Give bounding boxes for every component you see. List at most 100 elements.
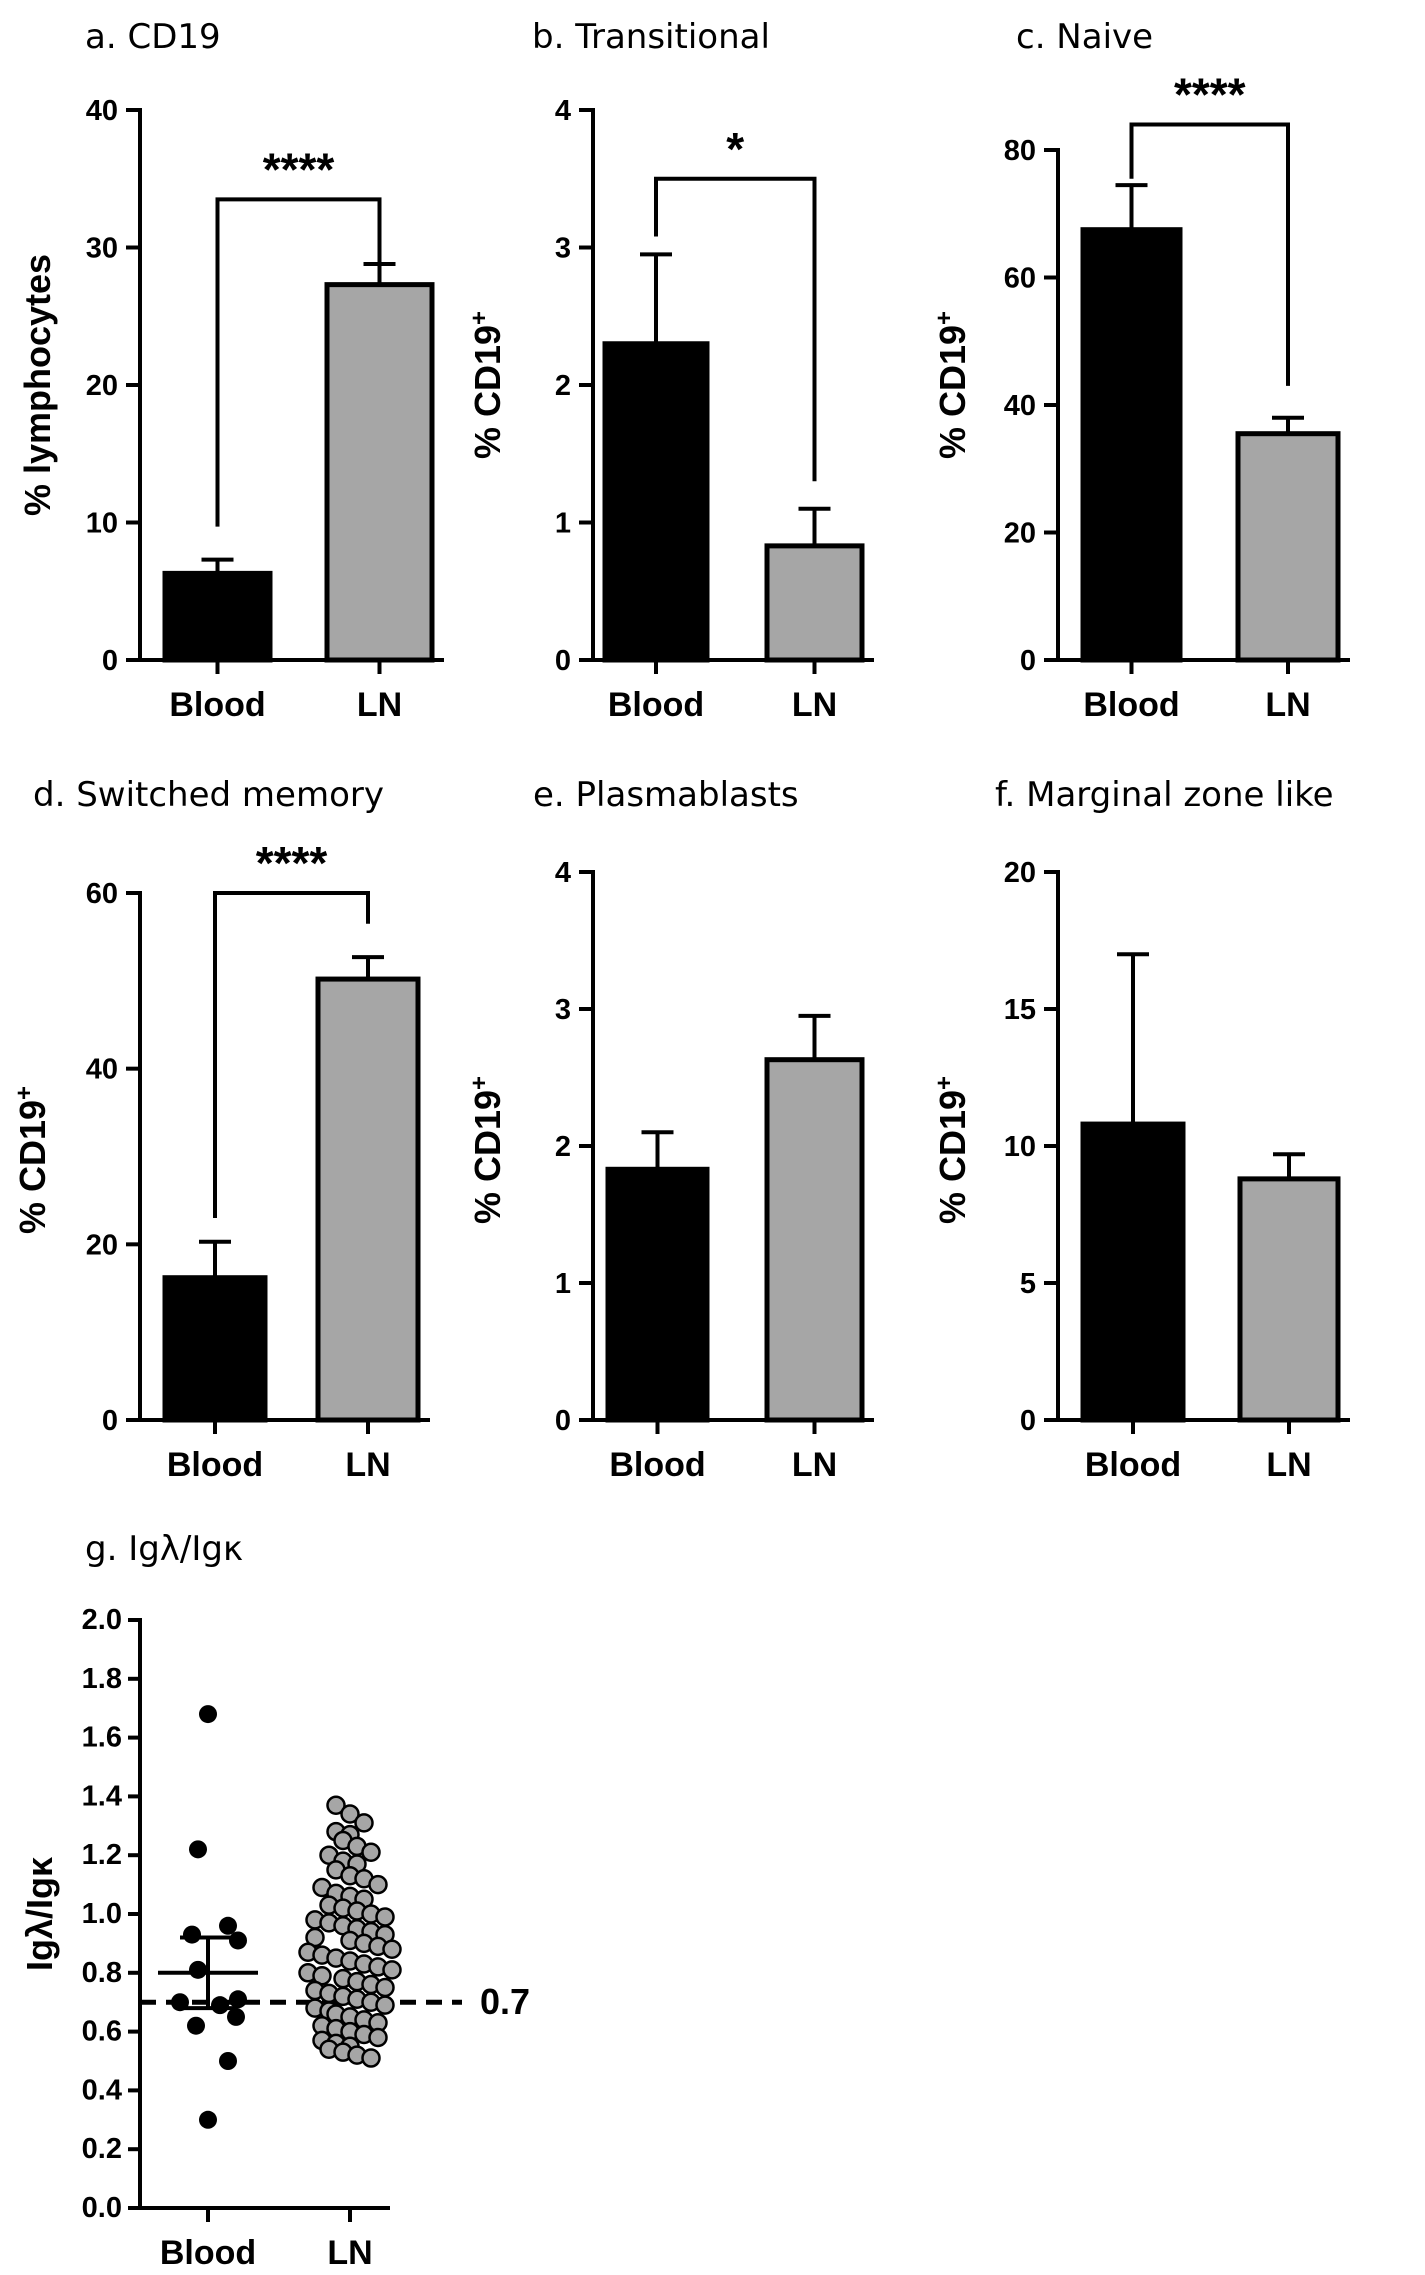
- chart-g-point-blood: [189, 1840, 207, 1859]
- chart-a: a. CD19 0 10 20 30 40 Blood LN **** % lymphocytes: [17, 17, 444, 724]
- chart-g-point-ln: [375, 1995, 395, 2015]
- chart-g-point-blood: [189, 1960, 207, 1979]
- chart-f-ytick-label: 0: [1020, 1405, 1036, 1437]
- chart-f-title: f. Marginal zone like: [995, 775, 1334, 815]
- chart-c-title: c. Naive: [1016, 17, 1153, 57]
- chart-d: d. Switched memory 0 20 40 60 Blood LN **** % CD…: [11, 775, 430, 1484]
- chart-a-ytick-label: 30: [86, 233, 118, 265]
- chart-c-y-label-text: % CD19: [932, 325, 973, 459]
- chart-a-significance-label: ****: [263, 143, 335, 195]
- chart-f-y-label-text: % CD19: [932, 1090, 973, 1224]
- chart-g-point-ln: [354, 1813, 374, 1833]
- chart-g-point-ln: [340, 1804, 360, 1824]
- chart-g-point-ln: [361, 2048, 381, 2068]
- chart-b-ytick-label: 4: [555, 95, 571, 127]
- chart-c-ytick-label: 80: [1004, 135, 1036, 167]
- chart-e-y-label-text: % CD19: [467, 1090, 508, 1224]
- chart-a-ytick-label: 20: [86, 370, 118, 402]
- chart-g-ytick-label: 0.0: [82, 2192, 122, 2224]
- chart-g-point-blood: [183, 1925, 201, 1944]
- chart-b-title: b. Transitional: [532, 17, 770, 57]
- chart-d-y-label-sup: +: [11, 1086, 38, 1100]
- chart-a-y-label: % lymphocytes: [17, 254, 58, 516]
- chart-d-bar-blood: [162, 1275, 268, 1423]
- chart-e-xtick-label-ln: LN: [792, 1446, 837, 1484]
- chart-g-ytick-label: 1.6: [82, 1722, 122, 1754]
- chart-e-ytick-label: 0: [555, 1405, 571, 1437]
- chart-e-bar-blood: [605, 1166, 710, 1423]
- chart-g-point-ln: [375, 1907, 395, 1927]
- chart-f-y-label-sup: +: [931, 1076, 958, 1090]
- chart-f: f. Marginal zone like 0 5 10 15 20 Blood LN % CD…: [931, 775, 1350, 1484]
- chart-e: e. Plasmablasts 0 1 2 3 4 Blood LN % CD19+: [466, 775, 874, 1484]
- chart-f-bar-ln: [1237, 1176, 1341, 1423]
- chart-c-xtick-label-blood: Blood: [1083, 686, 1179, 724]
- chart-e-ytick-label: 4: [555, 857, 571, 889]
- chart-g-point-blood: [219, 1916, 237, 1935]
- chart-g-ytick-label: 0.4: [82, 2074, 122, 2106]
- chart-g-point-ln: [375, 1977, 395, 1998]
- chart-c-ytick-label: 60: [1004, 263, 1036, 295]
- chart-b-ytick-label: 2: [555, 370, 571, 402]
- chart-g-point-ln: [382, 1960, 402, 1980]
- chart-g-point-blood: [227, 2007, 245, 2026]
- chart-a-ytick-label: 10: [86, 508, 118, 540]
- chart-d-xtick-label-ln: LN: [345, 1446, 390, 1484]
- chart-c-ytick-label: 0: [1020, 645, 1036, 677]
- chart-d-significance-label: ****: [256, 837, 328, 889]
- chart-b-xtick-label-ln: LN: [792, 686, 837, 724]
- chart-c-ytick-label: 20: [1004, 518, 1036, 550]
- chart-e-ytick-label: 3: [555, 994, 571, 1026]
- chart-g-point-blood: [199, 2110, 217, 2129]
- chart-g-ytick-label: 1.4: [82, 1780, 122, 1812]
- chart-g-point-ln: [326, 1795, 346, 1815]
- chart-g-point-blood: [229, 1931, 247, 1950]
- chart-g-ytick-label: 0.8: [82, 1957, 122, 1989]
- chart-g-point-ln: [368, 2027, 388, 2048]
- chart-a-ytick-label: 40: [86, 95, 118, 127]
- chart-a-ytick-label: 0: [102, 645, 118, 677]
- chart-e-ytick-label: 2: [555, 1131, 571, 1163]
- chart-a-bar-ln: [324, 282, 435, 663]
- chart-a-title: a. CD19: [85, 17, 221, 57]
- chart-g-point-blood: [219, 2052, 237, 2070]
- chart-b-y-label-text: % CD19: [467, 325, 508, 459]
- chart-b-xtick-label-blood: Blood: [608, 686, 704, 724]
- chart-f-ytick-label: 5: [1020, 1268, 1036, 1300]
- chart-c-ytick-label: 40: [1004, 390, 1036, 422]
- chart-g-xtick-label-blood: Blood: [160, 2234, 256, 2272]
- chart-f-xtick-label-ln: LN: [1266, 1446, 1311, 1484]
- chart-e-ytick-label: 1: [555, 1268, 571, 1300]
- chart-e-title: e. Plasmablasts: [533, 775, 799, 815]
- chart-c: c. Naive 0 20 40 60 80 Blood LN **** % CD19+: [931, 17, 1350, 724]
- chart-c-bar-ln: [1235, 431, 1341, 663]
- chart-f-ytick-label: 10: [1004, 1131, 1036, 1163]
- chart-d-title: d. Switched memory: [33, 775, 384, 815]
- chart-g-title: g. Igλ/Igκ: [85, 1529, 243, 1569]
- chart-a-xtick-label-ln: LN: [357, 686, 402, 724]
- chart-g-point-ln: [361, 1842, 381, 1863]
- chart-d-bar-ln: [315, 976, 421, 1423]
- chart-d-ytick-label: 20: [86, 1229, 118, 1261]
- chart-e-y-label-sup: +: [466, 1076, 493, 1090]
- chart-c-significance-bracket: [1129, 122, 1290, 386]
- chart-g-ytick-label: 0.6: [82, 2016, 122, 2048]
- chart-b-significance-bracket: [654, 176, 817, 482]
- chart-c-y-label: % CD19+: [931, 311, 974, 459]
- chart-b-ytick-label: 0: [555, 645, 571, 677]
- chart-f-ytick-label: 15: [1004, 994, 1036, 1026]
- chart-g-ytick-label: 1.2: [82, 1839, 122, 1871]
- chart-c-xtick-label-ln: LN: [1265, 686, 1310, 724]
- chart-g-point-blood: [211, 1996, 229, 2015]
- chart-f-bar-blood: [1080, 1121, 1186, 1423]
- chart-b-ytick-label: 1: [555, 508, 571, 540]
- chart-g-reference-label: 0.7: [480, 1981, 530, 2022]
- chart-b-significance-label: *: [726, 123, 744, 175]
- chart-g-y-label: Igλ/Igκ: [19, 1856, 60, 1971]
- chart-b-bar-blood: [602, 341, 710, 663]
- chart-c-bar-blood: [1080, 227, 1183, 663]
- chart-f-xtick-label-blood: Blood: [1085, 1446, 1181, 1484]
- chart-c-y-label-sup: +: [931, 311, 958, 325]
- chart-g-point-blood: [229, 1990, 247, 2009]
